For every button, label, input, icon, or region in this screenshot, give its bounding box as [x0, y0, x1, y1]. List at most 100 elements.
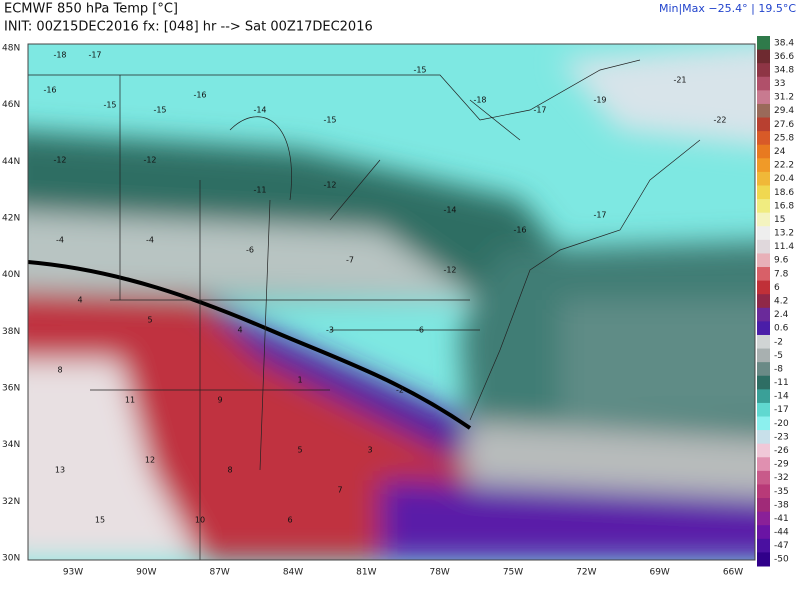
station-value: -17: [88, 51, 101, 60]
colorbar-label: 11.4: [774, 242, 794, 252]
colorbar-label: -26: [774, 446, 789, 456]
station-value: -15: [413, 66, 426, 75]
colorbar-label: 22.2: [774, 161, 794, 171]
colorbar-swatch: [757, 416, 770, 431]
colorbar-swatch: [757, 375, 770, 390]
station-value: -22: [713, 116, 726, 125]
station-value: -3: [326, 326, 334, 335]
station-value: -17: [593, 211, 606, 220]
station-value: -14: [443, 206, 456, 215]
borders: [28, 59, 701, 560]
colorbar-swatch: [757, 239, 770, 254]
colorbar-swatch: [757, 267, 770, 282]
station-value: 1: [297, 376, 302, 385]
colorbar-label: 13.2: [774, 229, 794, 239]
station-value: -19: [593, 96, 606, 105]
station-value: 13: [55, 466, 65, 475]
colorbar-swatch: [757, 430, 770, 445]
colorbar-swatch: [757, 226, 770, 241]
colorbar-label: 2.4: [774, 310, 789, 320]
colorbar-label: -32: [774, 473, 789, 483]
station-value: -15: [153, 106, 166, 115]
header-minmax: Min|Max −25.4° | 19.5°C: [659, 2, 796, 15]
colorbar-swatch: [757, 525, 770, 540]
station-value: 10: [195, 516, 205, 525]
colorbar-label: 34.8: [774, 65, 794, 75]
colorbar-swatch: [757, 402, 770, 418]
colorbar-label: 9.6: [774, 256, 789, 266]
station-value: -12: [53, 156, 66, 165]
colorbar-swatch: [757, 185, 770, 200]
colorbar-label: 18.6: [774, 188, 794, 198]
colorbar-swatch: [757, 171, 770, 186]
colorbar-label: 7.8: [774, 269, 789, 279]
lon-label: 69W: [649, 568, 669, 578]
colorbar-swatch: [757, 117, 770, 132]
front-line: [28, 260, 472, 430]
colorbar-swatch: [757, 280, 770, 295]
colorbar-label: 24: [774, 147, 786, 157]
station-value: -17: [533, 106, 546, 115]
colorbar-swatch: [757, 334, 770, 350]
header-title: ECMWF 850 hPa Temp [°C]: [4, 2, 178, 17]
colorbar-label: -8: [774, 364, 783, 374]
lat-label: 42N: [2, 214, 20, 224]
station-value: -4: [56, 236, 64, 245]
station-value: 5: [297, 446, 302, 455]
colorbar-label: 6: [774, 283, 780, 293]
lon-label: 93W: [63, 568, 83, 578]
station-value: -16: [193, 91, 206, 100]
colorbar-swatch: [757, 457, 770, 472]
station-value: -15: [323, 116, 336, 125]
lat-label: 36N: [2, 384, 20, 394]
map-frame: [27, 43, 756, 561]
station-value: -16: [513, 226, 526, 235]
colorbar-swatch: [757, 49, 770, 64]
colorbar-label: 31.2: [774, 93, 794, 103]
colorbar-swatch: [757, 498, 770, 513]
colorbar-swatch: [757, 307, 770, 322]
colorbar-label: 29.4: [774, 106, 794, 116]
lon-label: 72W: [576, 568, 596, 578]
colorbar-label: 33: [774, 79, 785, 89]
lon-label: 66W: [723, 568, 743, 578]
station-value: -16: [43, 86, 56, 95]
station-value: -21: [673, 76, 686, 85]
lat-label: 40N: [2, 270, 20, 280]
colorbar-label: -17: [774, 405, 789, 415]
colorbar-swatch: [757, 321, 770, 336]
station-value: 7: [337, 486, 342, 495]
lon-label: 90W: [136, 568, 156, 578]
lat-label: 32N: [2, 497, 20, 507]
station-value: -4: [146, 236, 154, 245]
station-labels: -18 -17-16-15-15-16-14-15-15-18-17-19-21-…: [43, 51, 726, 525]
colorbar-swatch: [757, 538, 770, 553]
colorbar-label: 27.6: [774, 120, 794, 130]
colorbar-swatch: [757, 63, 770, 78]
colorbar-swatch: [757, 103, 770, 119]
station-value: -6: [246, 246, 254, 255]
colorbar-swatch: [757, 76, 770, 91]
station-value: -15: [103, 101, 116, 110]
lon-label: 78W: [429, 568, 449, 578]
colorbar-swatch: [757, 552, 770, 567]
colorbar-swatch: [757, 294, 770, 309]
lat-label: 30N: [2, 554, 20, 564]
colorbar-swatch: [757, 348, 770, 363]
station-value: -14: [253, 106, 266, 115]
station-value: -2: [396, 386, 404, 395]
colorbar-label: -35: [774, 487, 789, 497]
axes: 48N 46N 44N 42N 40N 38N 36N 34N 32N 30N 93W 90W 87W 8…: [2, 44, 743, 578]
colorbar-label: 16.8: [774, 201, 794, 211]
station-value: 8: [57, 366, 62, 375]
lon-label: 75W: [503, 568, 523, 578]
colorbar-label: -29: [774, 460, 789, 470]
colorbar-swatch: [757, 253, 770, 268]
station-value: 9: [217, 396, 222, 405]
map-field: -18 -17-16-15-15-16-14-15-15-18-17-19-21-…: [28, 44, 755, 560]
colorbar-swatch: [757, 36, 770, 51]
colorbar-label: 36.6: [774, 52, 794, 62]
colorbar-swatch: [757, 90, 770, 105]
lat-label: 34N: [2, 440, 20, 450]
